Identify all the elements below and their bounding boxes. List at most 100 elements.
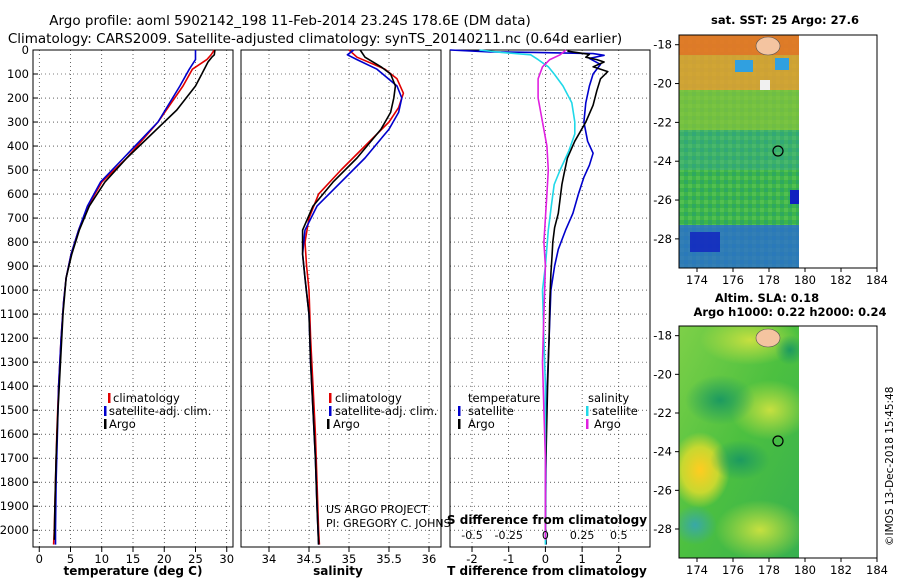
x-tick-label: -1 [503,552,514,566]
y-tick-label: 900 [7,259,29,273]
y-tick-label: 1000 [0,283,29,297]
legend-label-argo: Argo [333,417,360,431]
y-tick-label: 1800 [0,475,29,489]
map-y-tick-label: -20 [653,77,672,91]
sst-map-x-ticks: 174 176 178 180 182 184 [686,268,888,287]
map-y-tick-label: -18 [653,329,672,343]
legend-label-satellite-adj: satellite-adj. clim. [109,404,211,418]
s-tick-label: 0 [542,529,549,542]
map-y-tick-label: -18 [653,38,672,52]
y-tick-label: 2000 [0,523,29,537]
salinity-plot-frame [240,49,442,548]
sst-heatmap [679,35,799,268]
sst-map-frame [678,34,878,269]
x-tick-label: 0 [36,552,43,566]
y-tick-label: 500 [7,163,29,177]
t-difference-axis-label: T difference from climatology [447,564,647,578]
x-tick-label: 0 [542,552,549,566]
project-credit: US ARGO PROJECT [326,503,428,516]
map-y-tick-label: -24 [653,154,672,168]
s-difference-axis-label: S difference from climatology [447,513,647,527]
y-tick-label: 0 [22,43,29,57]
salinity-legend: climatology satellite-adj. clim. Argo [327,391,437,431]
argo-float-marker [772,435,784,447]
x-tick-label: 2 [615,552,622,566]
legend-swatch-argo [327,419,330,429]
s-tick-label: -0.5 [461,529,482,542]
legend-label-climatology: climatology [113,391,180,405]
difference-gridlines [450,49,650,547]
s-tick-label: -0.25 [494,529,522,542]
legend-header-temperature: temperature [468,391,540,405]
y-tick-label: 800 [7,235,29,249]
sla-map-subtitle: Argo h1000: 0.22 h2000: 0.24 [693,305,886,319]
y-tick-label: 1300 [0,355,29,369]
map-x-tick-label: 176 [722,273,744,287]
island-icon [755,328,781,348]
legend-swatch-satellite-adj [104,406,107,416]
legend-swatch-satellite-adj [329,406,332,416]
y-tick-label: 1200 [0,331,29,345]
legend-swatch-t-satellite [458,406,461,416]
legend-swatch-s-argo [586,419,589,429]
x-tick-label: -2 [466,552,477,566]
temperature-series-lines [52,49,216,545]
map-y-tick-label: -28 [653,232,672,246]
y-tick-label: 1400 [0,379,29,393]
sst-map-y-ticks: -18 -20 -22 -24 -26 -28 [653,38,679,246]
figure-title-line1: Argo profile: aoml 5902142_198 11-Feb-20… [49,13,531,29]
sla-map-y-ticks: -18 -20 -22 -24 -26 -28 [653,329,679,536]
map-x-tick-label: 174 [686,273,708,287]
imos-timestamp: ©IMOS 13-Dec-2018 15:45:48 [884,387,896,546]
y-tick-label: 1500 [0,403,29,417]
salinity-x-ticks: 34 34.5 35 35.5 36 [262,547,437,566]
argo-float-marker [772,145,784,157]
map-x-tick-label: 182 [830,273,852,287]
x-tick-label: 1 [578,552,585,566]
map-x-tick-label: 182 [830,563,852,577]
x-tick-label: 36 [422,552,437,566]
legend-swatch-climatology [329,393,332,403]
map-x-tick-label: 180 [794,273,816,287]
x-tick-label: 35.5 [376,552,402,566]
y-tick-label: 200 [7,91,29,105]
map-y-tick-label: -22 [653,406,672,420]
x-tick-label: 20 [157,552,172,566]
x-tick-label: 5 [67,552,74,566]
legend-swatch-s-satellite [586,406,589,416]
sla-map-panel: Altim. SLA: 0.18 Argo h1000: 0.22 h2000:… [653,291,888,577]
legend-label-climatology: climatology [335,391,402,405]
legend-swatch-t-argo [458,419,461,429]
legend-label-satellite-adj: satellite-adj. clim. [335,404,437,418]
y-tick-label: 1700 [0,451,29,465]
x-tick-label: 34 [262,552,277,566]
sla-map-x-ticks: 174 176 178 180 182 184 [686,558,888,577]
legend-label-t-argo: Argo [468,417,495,431]
sst-map-panel: sat. SST: 25 Argo: 27.6 -18-20-22-24-26-… [653,13,888,287]
map-y-tick-label: -26 [653,483,672,497]
x-tick-label: 30 [219,552,234,566]
temperature-legend: climatology satellite-adj. clim. Argo [104,391,211,431]
map-x-tick-label: 174 [686,563,708,577]
legend-label-s-satellite: satellite [592,404,638,418]
map-y-tick-label: -22 [653,115,672,129]
x-tick-label: 10 [94,552,109,566]
series-line-argo [53,49,216,540]
salinity-panel: 34 34.5 35 35.5 36 salinity climatology sate… [240,49,467,578]
y-tick-label: 700 [7,211,29,225]
map-x-tick-label: 178 [758,273,780,287]
y-tick-label: 600 [7,187,29,201]
s-tick-label: 0.5 [610,529,628,542]
y-tick-label: 1100 [0,307,29,321]
difference-panel: -2 -1 0 1 2 -0.5 -0.25 0 0.25 0.5 S difference f… [447,49,651,578]
temperature-x-axis-label: temperature (deg C) [64,564,203,578]
sla-map-frame [678,325,878,559]
series-line-temperature-argo [544,50,609,545]
figure-title-line2: Climatology: CARS2009. Satellite-adjuste… [8,31,622,47]
x-tick-label: 35 [342,552,357,566]
y-tick-label: 400 [7,139,29,153]
series-line-salinity-argo [537,49,567,540]
legend-swatch-climatology [108,393,111,403]
